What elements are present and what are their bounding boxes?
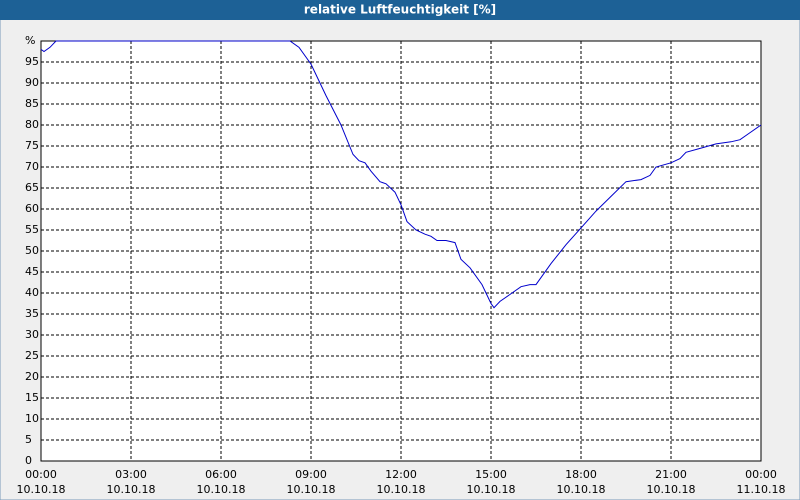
x-tick-date: 10.10.18: [647, 483, 696, 496]
x-tick-date: 11.10.18: [737, 483, 786, 496]
y-tick-label: 65: [25, 181, 39, 194]
x-tick-label: 21:00: [655, 468, 687, 481]
chart-title: relative Luftfeuchtigkeit [%]: [304, 3, 496, 17]
y-tick-label: 80: [25, 118, 39, 131]
x-tick-date: 10.10.18: [197, 483, 246, 496]
y-tick-label: 85: [25, 97, 39, 110]
y-tick-label: 90: [25, 76, 39, 89]
y-tick-label: 30: [25, 328, 39, 341]
y-tick-label: 70: [25, 160, 39, 173]
x-tick-date: 10.10.18: [557, 483, 606, 496]
x-tick-label: 18:00: [565, 468, 597, 481]
x-tick-date: 10.10.18: [287, 483, 336, 496]
y-tick-label: 60: [25, 202, 39, 215]
x-tick-date: 10.10.18: [107, 483, 156, 496]
y-tick-label: 55: [25, 223, 39, 236]
x-tick-label: 00:00: [25, 468, 57, 481]
x-tick-date: 10.10.18: [17, 483, 66, 496]
y-tick-label: 20: [25, 370, 39, 383]
x-tick-label: 12:00: [385, 468, 417, 481]
y-tick-label: 10: [25, 412, 39, 425]
x-tick-label: 00:00: [745, 468, 777, 481]
x-tick-label: 09:00: [295, 468, 327, 481]
x-tick-label: 03:00: [115, 468, 147, 481]
x-tick-date: 10.10.18: [377, 483, 426, 496]
y-tick-label: 35: [25, 307, 39, 320]
x-tick-date: 10.10.18: [467, 483, 516, 496]
y-tick-label: 75: [25, 139, 39, 152]
y-tick-label: 40: [25, 286, 39, 299]
x-tick-label: 06:00: [205, 468, 237, 481]
y-tick-label: 45: [25, 265, 39, 278]
y-tick-label: 15: [25, 391, 39, 404]
y-tick-label: 0: [25, 454, 32, 467]
title-bar: [0, 0, 800, 20]
y-tick-label: 5: [25, 433, 32, 446]
data-line: [40, 40, 762, 309]
y-tick-label: 50: [25, 244, 39, 257]
x-tick-label: 15:00: [475, 468, 507, 481]
y-tick-label: 95: [25, 55, 39, 68]
y-tick-label: 25: [25, 349, 39, 362]
y-tick-label: %: [25, 34, 35, 47]
